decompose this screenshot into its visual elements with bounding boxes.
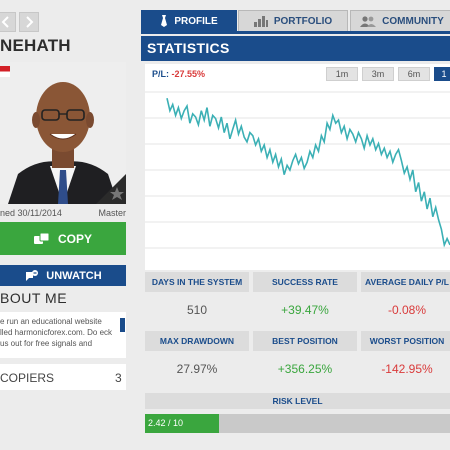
metric-label: DAYS IN THE SYSTEM — [145, 272, 249, 292]
risk-level-bar: 2.42 / 10 — [145, 414, 450, 433]
chevron-left-icon — [1, 16, 9, 28]
pl-label: P/L: — [152, 69, 169, 79]
trader-name: NEHATH — [0, 36, 71, 55]
country-flag-icon — [0, 66, 10, 77]
pl-readout: P/L: -27.55% — [152, 69, 205, 79]
forward-button[interactable] — [19, 12, 39, 32]
range-3m-button[interactable]: 3m — [362, 67, 394, 81]
chevron-right-icon — [26, 16, 34, 28]
tab-portfolio-label: PORTFOLIO — [273, 15, 333, 27]
tab-portfolio[interactable]: PORTFOLIO — [238, 10, 348, 31]
about-me-text: e run an educational website lled harmon… — [0, 317, 113, 348]
metric-label: WORST POSITION — [361, 331, 450, 351]
copiers-label: COPIERS — [0, 371, 55, 385]
metric-value: +356.25% — [277, 362, 333, 376]
copiers-count: 3 — [115, 371, 122, 385]
metric-value: -0.08% — [387, 303, 427, 317]
users-icon — [360, 15, 377, 27]
copiers-panel — [0, 364, 126, 390]
joined-date: ned 30/11/2014 — [0, 208, 62, 218]
bar-chart-icon — [253, 15, 268, 27]
risk-level-fill: 2.42 / 10 — [145, 414, 219, 433]
tab-profile[interactable]: PROFILE — [141, 10, 237, 31]
tab-community-label: COMMUNITY — [382, 15, 444, 27]
copy-icon — [33, 232, 50, 244]
unwatch-button-label: UNWATCH — [46, 269, 102, 282]
metric-value: +39.47% — [281, 303, 329, 317]
pl-series-line — [166, 98, 450, 248]
metric-value: -142.95% — [381, 362, 433, 376]
range-1m-button[interactable]: 1m — [326, 67, 358, 81]
back-button[interactable] — [0, 12, 16, 32]
unwatch-icon — [26, 269, 39, 281]
pl-value: -27.55% — [171, 69, 206, 79]
metric-label: AVERAGE DAILY P/L — [361, 272, 450, 292]
trader-rank: Master — [98, 208, 126, 218]
range-6m-button[interactable]: 6m — [398, 67, 430, 81]
statistics-title: STATISTICS — [141, 36, 450, 61]
metric-label: SUCCESS RATE — [253, 272, 357, 292]
unwatch-button[interactable]: UNWATCH — [0, 265, 126, 286]
tie-icon — [161, 15, 168, 27]
tab-community[interactable]: COMMUNITY — [350, 10, 450, 31]
copy-button[interactable]: COPY — [0, 222, 126, 255]
rank-badge-icon — [96, 174, 126, 204]
about-me-scrollbar[interactable] — [120, 318, 125, 332]
risk-level-title: RISK LEVEL — [145, 393, 450, 409]
copy-button-label: COPY — [57, 231, 92, 246]
pl-line-chart — [145, 91, 450, 249]
metric-value: 510 — [186, 303, 208, 317]
metric-label: MAX DRAWDOWN — [145, 331, 249, 351]
tab-underline — [141, 31, 450, 34]
tab-profile-label: PROFILE — [174, 15, 218, 27]
statistics-chart-panel — [145, 64, 450, 270]
trader-avatar — [0, 62, 126, 204]
range-1y-button[interactable]: 1 — [434, 67, 450, 81]
metric-label: BEST POSITION — [253, 331, 357, 351]
metric-value: 27.97% — [176, 362, 218, 376]
about-me-panel — [0, 312, 126, 358]
about-me-title: BOUT ME — [0, 290, 68, 306]
